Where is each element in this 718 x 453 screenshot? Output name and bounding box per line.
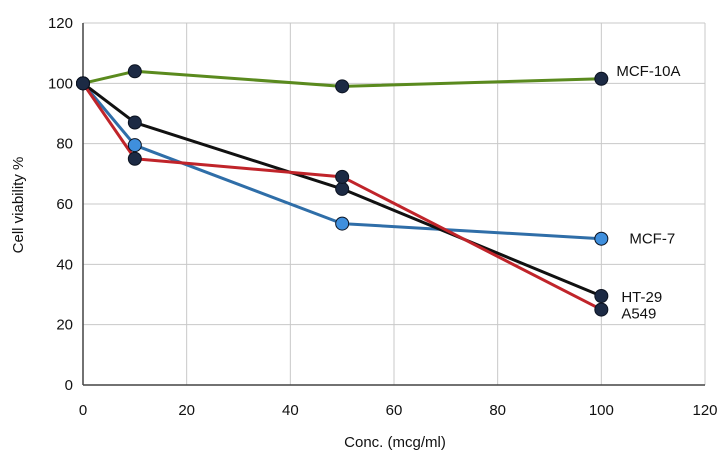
x-tick-label: 20 xyxy=(178,402,195,419)
data-point-mcf-10a xyxy=(335,79,350,94)
x-tick-label: 100 xyxy=(589,402,614,419)
y-tick-label: 20 xyxy=(56,317,73,334)
data-point-mcf-7 xyxy=(594,231,609,246)
y-tick-label: 120 xyxy=(48,15,73,32)
data-point-mcf-7 xyxy=(127,138,142,153)
x-tick-labels: 0 20 40 60 80 100 120 xyxy=(79,402,718,419)
y-tick-label: 0 xyxy=(65,377,73,394)
y-tick-label: 80 xyxy=(56,136,73,153)
x-tick-label: 80 xyxy=(489,402,506,419)
series-label-mcf-7: MCF-7 xyxy=(629,231,675,248)
series-label-mcf-10a: MCF-10A xyxy=(616,63,680,80)
x-tick-label: 120 xyxy=(692,402,717,419)
series-line-mcf-10a xyxy=(82,69,602,88)
data-point-ht-29 xyxy=(127,115,142,130)
data-point-a549 xyxy=(335,169,350,184)
data-point-a549 xyxy=(594,302,609,317)
series-lines xyxy=(81,69,603,311)
series-line-a549 xyxy=(81,82,603,311)
x-axis-title: Conc. (mcg/ml) xyxy=(344,434,446,451)
data-point-mcf-10a xyxy=(594,71,609,86)
data-point-a549 xyxy=(76,76,90,91)
data-point-ht-29 xyxy=(594,289,609,304)
y-tick-labels: 0 20 40 60 80 100 120 xyxy=(48,15,73,394)
data-point-a549 xyxy=(127,151,142,166)
data-point-mcf-10a xyxy=(127,64,142,79)
x-tick-label: 40 xyxy=(282,402,299,419)
y-tick-label: 100 xyxy=(48,75,73,92)
data-point-ht-29 xyxy=(335,181,350,196)
series-markers xyxy=(76,64,609,317)
series-line-mcf-7 xyxy=(81,82,602,241)
y-axis-title: Cell viability % xyxy=(10,157,27,254)
data-point-mcf-7 xyxy=(335,216,350,231)
series-label-ht-29: HT-29 xyxy=(621,289,662,306)
x-tick-label: 60 xyxy=(386,402,403,419)
y-tick-label: 40 xyxy=(56,256,73,273)
y-tick-label: 60 xyxy=(56,196,73,213)
series-label-a549: A549 xyxy=(621,306,656,323)
x-tick-label: 0 xyxy=(79,402,87,419)
